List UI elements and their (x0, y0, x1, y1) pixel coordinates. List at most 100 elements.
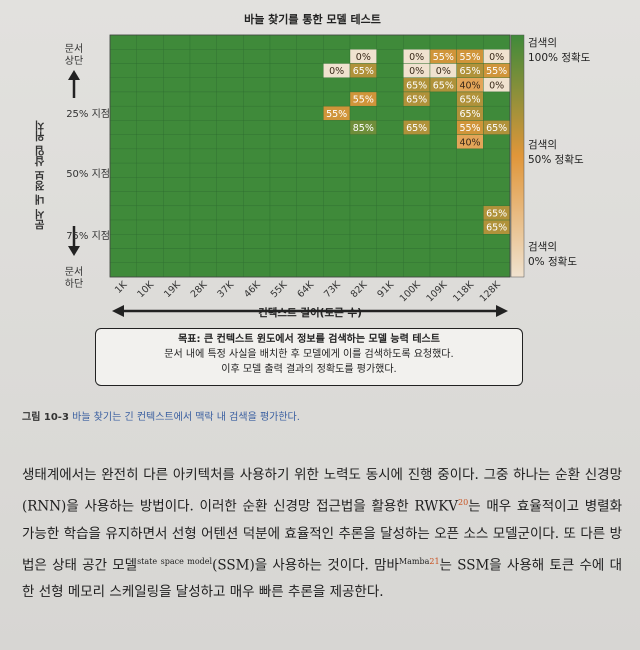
footnote-ref[interactable]: 20 (458, 498, 469, 507)
cell-value-label: 55% (433, 52, 454, 63)
heatmap-cell (163, 262, 191, 278)
heatmap-cell (189, 148, 217, 164)
heatmap-cell (163, 105, 191, 121)
figure-number: 그림 10-3 (22, 412, 69, 423)
x-tick-label: 28K (189, 279, 210, 300)
heatmap-cell (163, 148, 191, 164)
y-bottom-label: 문서 하단 (64, 267, 84, 290)
heatmap-cell (349, 248, 377, 263)
heatmap-cell (189, 162, 217, 178)
heatmap-cell (216, 34, 244, 50)
heatmap-cell (216, 120, 244, 135)
heatmap-cell (269, 77, 297, 93)
heatmap-cell (349, 105, 377, 121)
heatmap-cell (296, 148, 324, 164)
figure-caption-text: 바늘 찾기는 긴 컨텍스트에서 맥락 내 검색을 평가한다. (72, 412, 300, 423)
heatmap-cell (429, 219, 457, 235)
legend-label-low: 검색의 0% 정확도 (528, 240, 577, 270)
heatmap-cell (163, 91, 191, 107)
heatmap-cell (189, 234, 217, 249)
x-tick-label: 64K (295, 279, 316, 300)
heatmap-cell (136, 162, 164, 178)
heatmap-cell (136, 77, 164, 93)
heatmap-cell (136, 105, 164, 121)
footnote-ref[interactable]: 21 (429, 556, 440, 566)
heatmap-cell (323, 205, 351, 221)
heatmap-cell (403, 134, 431, 150)
heatmap-cell (429, 205, 457, 221)
heatmap-cell (429, 148, 457, 164)
heatmap-cell (163, 120, 191, 135)
heatmap-cell (189, 77, 217, 93)
heatmap-cell (216, 77, 244, 93)
heatmap-cell (376, 77, 404, 93)
heatmap-cell (483, 134, 511, 150)
heatmap-cell (429, 248, 457, 263)
heatmap-cell (456, 34, 484, 50)
heatmap-cell (456, 262, 484, 278)
cell-value-label: 65% (486, 123, 507, 134)
heatmap-cell (136, 63, 164, 78)
heatmap-cell (349, 134, 377, 150)
heatmap-cell (269, 177, 297, 192)
heatmap-cell (243, 248, 271, 263)
heatmap-cell (163, 205, 191, 221)
heatmap-cell (456, 148, 484, 164)
heatmap-cell (216, 162, 244, 178)
heatmap-cell (163, 219, 191, 235)
heatmap-cell (189, 219, 217, 235)
heatmap-cell (403, 219, 431, 235)
x-tick-label: 19K (162, 279, 183, 300)
legend-text: 100% 정확도 (528, 52, 591, 64)
legend-text: 0% 정확도 (528, 256, 577, 268)
heatmap-cell (403, 205, 431, 221)
right-arrow-head-icon (496, 305, 508, 317)
heatmap-cell (269, 248, 297, 263)
heatmap-cell (323, 191, 351, 207)
heatmap-cell (243, 205, 271, 221)
heatmap-cell (296, 248, 324, 263)
cell-value-label: 55% (353, 95, 374, 106)
heatmap-cell (296, 234, 324, 249)
heatmap-cell (296, 91, 324, 107)
heatmap-cell (189, 262, 217, 278)
heatmap-cell (376, 219, 404, 235)
heatmap-cell (323, 34, 351, 50)
heatmap-cell (403, 148, 431, 164)
heatmap-cell (429, 120, 457, 135)
cell-value-label: 65% (353, 66, 374, 77)
heatmap-cell (216, 205, 244, 221)
heatmap-cell (216, 148, 244, 164)
heatmap-cell (269, 91, 297, 107)
heatmap-cell (403, 191, 431, 207)
heatmap-cell (136, 34, 164, 50)
heatmap-cell (376, 162, 404, 178)
heatmap-cell (216, 219, 244, 235)
x-tick-label: 73K (322, 279, 343, 300)
heatmap-cell (269, 219, 297, 235)
heatmap-cell (109, 262, 137, 278)
heatmap-cell (189, 191, 217, 207)
heatmap-cell (109, 191, 137, 207)
heatmap-border (109, 34, 511, 278)
heatmap-cell (403, 162, 431, 178)
figure-caption: 그림 10-3 바늘 찾기는 긴 컨텍스트에서 맥락 내 검색을 평가한다. (22, 408, 300, 423)
heatmap-cell (483, 34, 511, 50)
heatmap-cell (349, 177, 377, 192)
heatmap-cell (216, 134, 244, 150)
heatmap-cell (216, 248, 244, 263)
heatmap-cell (456, 205, 484, 221)
heatmap-cell (243, 162, 271, 178)
heatmap-cell (243, 34, 271, 50)
heatmap-cell (136, 177, 164, 192)
cell-value-label: 0% (489, 52, 504, 63)
body-text-run: 는 SSM을 사용해 토큰 수에 대한 선형 메모리 스케일링을 달성하고 매우… (22, 557, 622, 600)
heatmap-cell (109, 63, 137, 78)
heatmap-cell (189, 120, 217, 135)
body-text-run: (SSM)을 사용하는 것이다. 맘바 (212, 557, 399, 573)
heatmap-cell (189, 248, 217, 263)
x-tick-label: 82K (349, 279, 370, 300)
cell-value-label: 0% (329, 66, 344, 77)
heatmap-cell (136, 205, 164, 221)
heatmap-cell (429, 105, 457, 121)
